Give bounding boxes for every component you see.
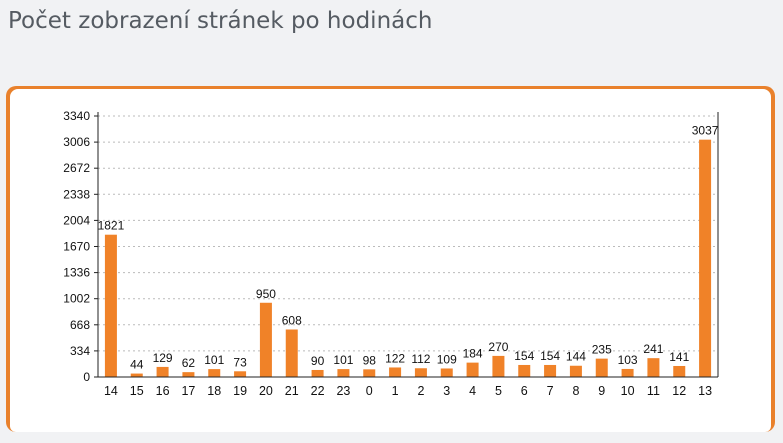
x-tick-label: 15 (130, 384, 144, 398)
value-label: 3037 (692, 124, 719, 138)
y-axis-ticks: 0 334 668 1002 1336 1670 2004 2338 2672 3006 3340 (63, 109, 98, 384)
bar-7 (544, 364, 557, 377)
value-label: 62 (182, 356, 196, 370)
x-tick-label: 5 (495, 384, 502, 398)
bar-2 (414, 368, 427, 377)
x-tick-label: 3 (443, 384, 450, 398)
value-label: 103 (618, 353, 638, 367)
value-labels: 1821 44 129 62 101 73 950 608 90 101 98 122 112 109 18… (98, 124, 719, 372)
x-tick-label: 19 (233, 384, 247, 398)
value-label: 112 (411, 352, 430, 366)
bar-10 (621, 368, 634, 377)
x-tick-label: 18 (207, 384, 221, 398)
bar-19 (234, 371, 247, 377)
y-tick-label: 1002 (63, 292, 90, 306)
bars (104, 139, 712, 377)
bar-5 (492, 355, 505, 377)
value-label: 44 (130, 358, 144, 372)
bar-0 (363, 369, 376, 377)
value-label: 109 (437, 352, 457, 366)
value-label: 235 (592, 343, 612, 357)
x-tick-label: 23 (336, 384, 350, 398)
x-tick-label: 20 (259, 384, 273, 398)
value-label: 154 (514, 349, 534, 363)
y-tick-label: 3006 (63, 135, 90, 149)
bar-14 (104, 234, 117, 377)
bar-11 (647, 358, 660, 377)
chart-card: 0 334 668 1002 1336 1670 2004 2338 2672 3006 3340 … (6, 86, 775, 432)
x-tick-label: 4 (469, 384, 476, 398)
x-tick-label: 17 (181, 384, 195, 398)
bar-12 (673, 365, 686, 377)
x-tick-label: 16 (156, 384, 170, 398)
chart-card-body: 0 334 668 1002 1336 1670 2004 2338 2672 3006 3340 … (10, 89, 771, 432)
bar-22 (311, 369, 324, 377)
x-tick-label: 8 (572, 384, 579, 398)
value-label: 73 (233, 355, 247, 369)
bar-21 (285, 329, 298, 377)
value-label: 101 (204, 353, 224, 367)
bar-13 (699, 139, 712, 377)
y-tick-label: 334 (70, 344, 90, 358)
bar-17 (182, 372, 195, 377)
x-axis-ticks: 14 15 16 17 18 19 20 21 22 23 0 1 2 3 4 5 6 7 8 9 10 11 12 13 (104, 384, 712, 398)
value-label: 154 (540, 349, 560, 363)
x-tick-label: 12 (672, 384, 686, 398)
page-title: Počet zobrazení stránek po hodinách (8, 8, 433, 34)
bar-3 (440, 368, 453, 377)
x-tick-label: 1 (392, 384, 399, 398)
bar-8 (569, 365, 582, 377)
y-tick-label: 2672 (63, 161, 90, 175)
x-tick-label: 22 (311, 384, 325, 398)
x-tick-label: 7 (547, 384, 554, 398)
x-tick-label: 21 (285, 384, 299, 398)
bar-9 (595, 358, 608, 377)
bar-16 (156, 366, 169, 377)
x-tick-label: 0 (366, 384, 373, 398)
value-label: 184 (463, 347, 483, 361)
bar-23 (337, 369, 350, 377)
bar-20 (259, 302, 272, 377)
y-tick-label: 2004 (63, 213, 90, 227)
bar-1 (389, 367, 402, 377)
x-tick-label: 6 (521, 384, 528, 398)
bar-15 (130, 373, 143, 377)
x-tick-label: 9 (598, 384, 605, 398)
bar-6 (518, 364, 531, 377)
x-tick-label: 11 (647, 384, 660, 398)
value-label: 101 (333, 353, 353, 367)
value-label: 98 (363, 353, 377, 367)
value-label: 270 (488, 340, 508, 354)
value-label: 90 (311, 354, 325, 368)
value-label: 122 (385, 351, 405, 365)
y-tick-label: 1670 (63, 240, 90, 254)
grid-lines (98, 115, 718, 352)
x-tick-label: 2 (417, 384, 424, 398)
value-label: 950 (256, 287, 276, 301)
y-tick-label: 2338 (63, 187, 90, 201)
value-label: 241 (643, 342, 663, 356)
x-tick-label: 14 (104, 384, 118, 398)
value-label: 1821 (98, 219, 125, 233)
x-tick-label: 13 (698, 384, 712, 398)
y-tick-label: 3340 (63, 109, 90, 123)
value-label: 608 (282, 313, 302, 327)
bar-18 (208, 369, 221, 377)
y-tick-label: 1336 (63, 266, 90, 280)
value-label: 129 (153, 351, 173, 365)
bar-4 (466, 362, 479, 377)
value-label: 141 (669, 350, 689, 364)
axes (97, 112, 719, 378)
pageviews-bar-chart: 033466810021336167020042338267230063340 … (63, 109, 719, 398)
value-label: 144 (566, 350, 586, 364)
x-tick-label: 10 (621, 384, 635, 398)
y-tick-label: 0 (83, 370, 90, 384)
y-tick-label: 668 (70, 318, 90, 332)
